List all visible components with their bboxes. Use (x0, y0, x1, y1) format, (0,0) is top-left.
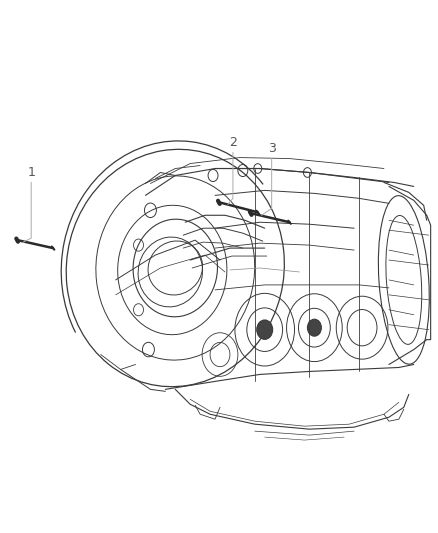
Circle shape (257, 320, 273, 340)
Text: 2: 2 (229, 136, 237, 149)
Text: 3: 3 (268, 142, 276, 155)
Text: 1: 1 (27, 166, 35, 179)
Circle shape (307, 319, 321, 336)
